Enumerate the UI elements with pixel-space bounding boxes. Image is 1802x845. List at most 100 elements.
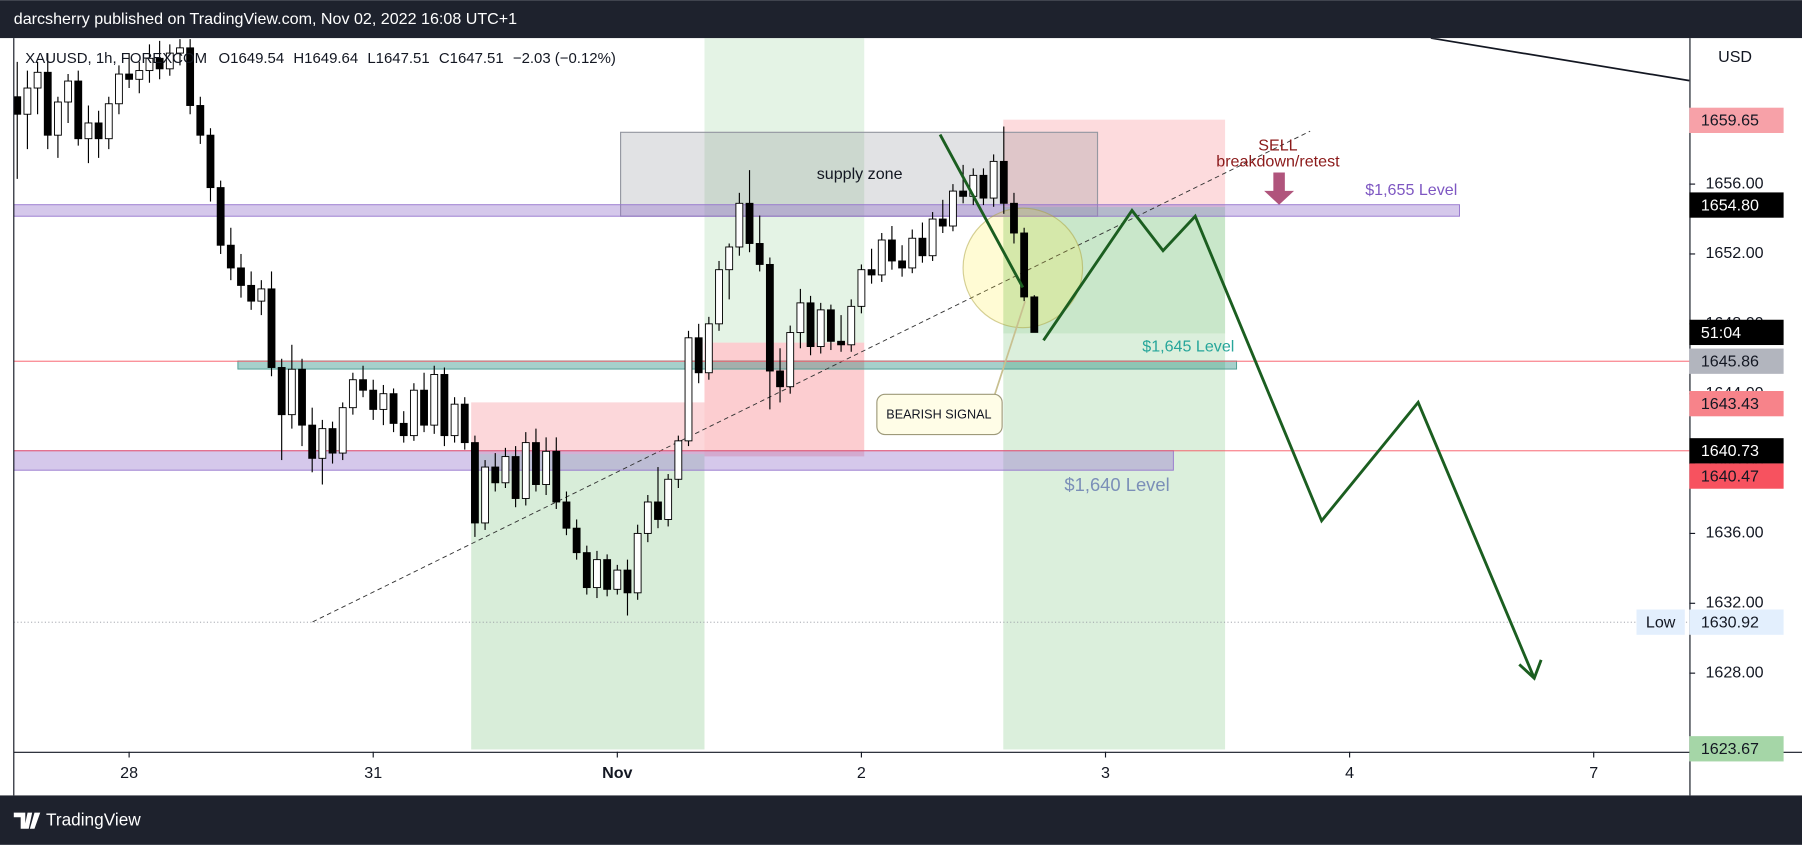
x-tick-label: 2	[857, 764, 866, 782]
projection-arrow	[1518, 659, 1543, 681]
candle-body	[135, 70, 144, 80]
footer-bar	[0, 795, 1802, 845]
callout-box	[876, 393, 1003, 436]
candle-body	[430, 374, 439, 426]
candle-body	[1030, 296, 1039, 333]
candle-body	[115, 73, 123, 105]
callout-pointer	[993, 300, 1026, 397]
candle-body	[654, 501, 662, 520]
candle-body	[226, 244, 235, 269]
candle-body	[521, 442, 530, 499]
candle-body	[918, 237, 927, 257]
candle-body	[491, 466, 500, 484]
legend-value: O1649.54	[219, 50, 285, 67]
price-badge	[1689, 438, 1784, 464]
candle-body	[125, 73, 134, 80]
candle-body	[979, 174, 988, 199]
candle-body	[277, 367, 286, 416]
zone-label: supply zone	[817, 165, 903, 183]
candle-body	[145, 57, 154, 72]
candle-body	[572, 527, 581, 554]
candle-body	[837, 340, 845, 346]
candle-body	[847, 305, 856, 346]
candle-body	[857, 269, 866, 307]
candle-body	[186, 47, 195, 106]
supply-zone	[620, 131, 1099, 217]
candle-body	[867, 269, 876, 276]
candle-body	[511, 456, 520, 499]
price-badge-text: 1640.73	[1701, 442, 1759, 460]
candle-body	[33, 71, 42, 89]
candle-body	[247, 284, 256, 302]
legend-value: −2.03 (−0.12%)	[513, 50, 616, 67]
x-tick-label: 7	[1589, 764, 1598, 782]
candle-body	[989, 160, 998, 199]
level-label: $1,655 Level	[1365, 181, 1457, 199]
candle-body	[94, 122, 103, 140]
footer-brand: TradingView	[46, 809, 141, 829]
candle-body	[816, 309, 825, 347]
candle-body	[643, 501, 652, 534]
price-badge-text: 1623.67	[1701, 740, 1759, 758]
drawings	[13, 38, 1690, 750]
countdown-badge-text: 51:04	[1701, 324, 1741, 342]
candle-body	[318, 428, 327, 459]
currency: USD	[1718, 48, 1752, 66]
candle-body	[715, 269, 723, 325]
y-tick-label: 1656.00	[1705, 174, 1763, 192]
candle-body	[603, 559, 612, 590]
candles	[13, 39, 1039, 616]
candle-body	[257, 288, 266, 302]
candle-body	[664, 478, 673, 520]
candle-body	[949, 190, 957, 227]
candle-body	[674, 440, 683, 480]
logo	[13, 812, 41, 829]
x-tick-label: 4	[1345, 764, 1354, 782]
candle-body	[460, 403, 469, 444]
candle-body	[542, 450, 551, 485]
price-badge	[1689, 107, 1784, 133]
candle-body	[308, 424, 317, 459]
x-tick-label: 31	[364, 764, 382, 782]
candle-body	[735, 202, 744, 248]
x-tick-label: Nov	[602, 764, 632, 782]
price-badge-text: 1645.86	[1701, 353, 1759, 371]
candle-body	[165, 52, 174, 70]
candle-body	[928, 218, 937, 257]
price-badge-text: 1654.80	[1701, 196, 1759, 214]
trend-line	[312, 130, 1311, 623]
candle-body	[745, 202, 754, 244]
sell-arrow	[1264, 172, 1295, 205]
candle-body	[369, 389, 378, 410]
candle-body	[898, 260, 906, 269]
symbol: XAUUSD, 1h, FOREXCOM	[25, 50, 207, 67]
countdown-badge	[1689, 319, 1784, 346]
candle-body	[379, 393, 388, 410]
candle-body	[104, 103, 113, 140]
trend-line	[1430, 38, 1690, 82]
candle-body	[999, 160, 1008, 204]
y-tick-label: 1632.00	[1705, 594, 1763, 612]
candle-body	[684, 337, 693, 442]
badge-lines	[13, 360, 1690, 623]
y-tick-label: 1652.00	[1705, 244, 1763, 262]
candle-body	[420, 389, 428, 426]
header-bar	[0, 0, 1802, 39]
candle-body	[552, 450, 561, 503]
candle-body	[908, 237, 917, 269]
candle-body	[23, 87, 32, 115]
level-band	[13, 450, 1174, 471]
price-badge	[1689, 391, 1784, 417]
candle-body	[328, 428, 337, 454]
candle-body	[450, 403, 459, 437]
candle-body	[216, 187, 225, 246]
level-label: $1,645 Level	[1142, 337, 1234, 355]
candle-body	[562, 501, 571, 529]
projection-line	[938, 133, 1025, 289]
candle-body	[84, 122, 93, 140]
candle-body	[1010, 202, 1018, 234]
candle-body	[481, 466, 489, 524]
y-tick-label: 1628.00	[1705, 663, 1763, 681]
